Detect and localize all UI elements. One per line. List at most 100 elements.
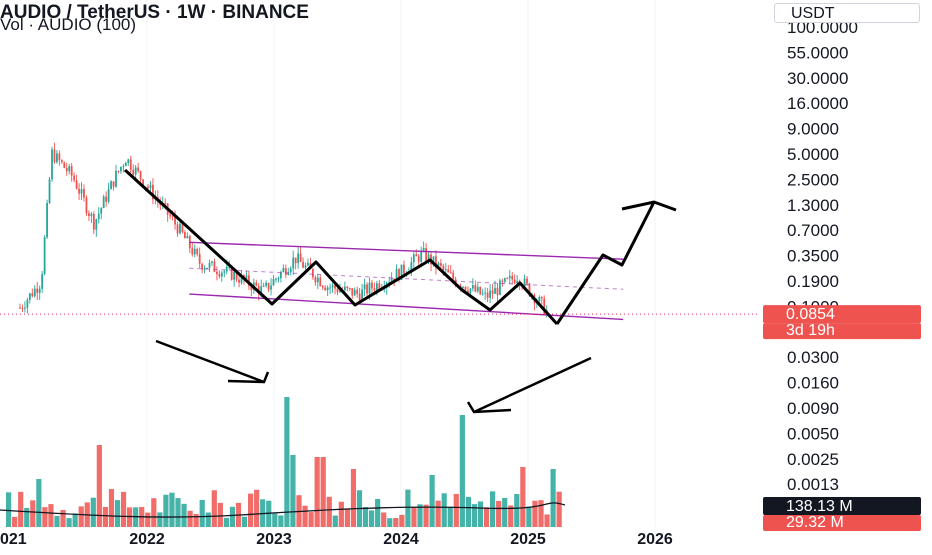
volume-bar [471, 504, 478, 527]
countdown-label-bg [763, 323, 921, 340]
candle-body [186, 236, 189, 239]
volume-bar [338, 501, 344, 527]
chart-title: AUDIO / TetherUS · 1W · BINANCE [0, 2, 309, 23]
candle-body [196, 248, 199, 254]
volume-bar [441, 493, 447, 527]
candle-body [33, 288, 36, 297]
candle-body [277, 278, 280, 280]
candle-body [122, 166, 125, 168]
volume-bar [169, 492, 175, 527]
candle-body [46, 202, 48, 238]
candle-body [179, 223, 181, 234]
volume-ma-value-bg [763, 497, 921, 515]
candle-body [230, 266, 233, 280]
volume-bar [435, 500, 441, 527]
candle-body [70, 166, 73, 176]
volume-indicator-label: Vol · AUDIO (100) [0, 15, 137, 34]
volume-ma-path [0, 502, 566, 518]
candle-body [92, 213, 95, 230]
volume-bar [284, 397, 290, 527]
candle-body [31, 293, 34, 297]
candle-body [233, 272, 236, 280]
candle-body [132, 169, 135, 175]
candle-body [356, 289, 359, 294]
volume-bar [217, 502, 223, 527]
candle-body [388, 281, 391, 284]
candle-body [538, 296, 541, 302]
volume-bar [344, 508, 350, 527]
candle-body [85, 197, 88, 214]
candle-body [437, 263, 440, 268]
volume-bar [514, 494, 520, 527]
candle-body [117, 170, 120, 172]
candle-body [447, 269, 450, 273]
candle-body [124, 162, 127, 167]
pattern-drawing[interactable] [123, 168, 559, 326]
volume-bar [350, 469, 357, 527]
candle-body [289, 268, 292, 273]
price-tick-label: 16.0000 [787, 94, 848, 113]
volume-bar [556, 491, 562, 527]
volume-bar [241, 516, 248, 527]
projection-drawing[interactable] [555, 201, 656, 325]
candle-body [410, 262, 413, 271]
candle-body [36, 288, 39, 293]
candle-body [398, 269, 400, 281]
volume-bar [114, 500, 121, 527]
arrow-to-volume-2024[interactable] [473, 356, 592, 414]
candle-body [353, 289, 356, 296]
volume-bar [375, 498, 381, 527]
candle-body [526, 278, 528, 284]
candle-body [63, 162, 66, 168]
price-tick-label: 0.0090 [787, 399, 839, 418]
candle-body [339, 289, 341, 293]
candle-body [211, 261, 213, 263]
candle-body [60, 160, 63, 163]
candle-body [270, 285, 272, 290]
candle-body [198, 253, 201, 264]
volume-bar [465, 496, 471, 527]
candle-body [403, 264, 405, 274]
candle-body [147, 186, 149, 189]
arrow-to-volume-2023[interactable] [155, 339, 265, 384]
candle-body [100, 208, 103, 214]
candle-body [169, 214, 172, 217]
candle-body [53, 149, 56, 163]
candle-body [110, 181, 112, 190]
volume-bar [151, 498, 157, 527]
candle-body [420, 250, 423, 262]
candle-body [260, 286, 263, 294]
volume-bar [54, 515, 60, 527]
volume-bar [199, 499, 205, 527]
candle-body [496, 287, 499, 295]
candle-body [191, 248, 194, 255]
volume-bar [278, 515, 284, 527]
volume-bar [90, 497, 96, 527]
channel-upper-line[interactable] [189, 241, 624, 260]
channel-mid-line[interactable] [189, 267, 624, 290]
candle-body [201, 263, 204, 270]
candle-body [314, 277, 317, 283]
candle-body [97, 213, 100, 220]
volume-bar [314, 457, 320, 527]
volume-bar [417, 504, 423, 527]
volume-bar [108, 489, 115, 527]
volume-bar [399, 514, 405, 527]
price-tick-label: 0.0050 [787, 424, 839, 443]
candle-body [351, 288, 354, 296]
price-tick-label: 0.0025 [787, 450, 839, 469]
candle-body [215, 271, 218, 275]
currency-selector[interactable]: USDT [774, 3, 920, 23]
candle-body [464, 286, 467, 291]
volume-bar [453, 493, 459, 527]
candle-body [476, 286, 479, 292]
candle-body [56, 153, 58, 163]
candle-body [516, 281, 519, 284]
arrow-head [227, 371, 270, 384]
candle-body [225, 266, 228, 272]
volume-bar [362, 506, 369, 527]
channel-lower-line[interactable] [189, 293, 624, 321]
volume-bar [544, 514, 550, 527]
time-tick-label: 021 [0, 531, 27, 548]
